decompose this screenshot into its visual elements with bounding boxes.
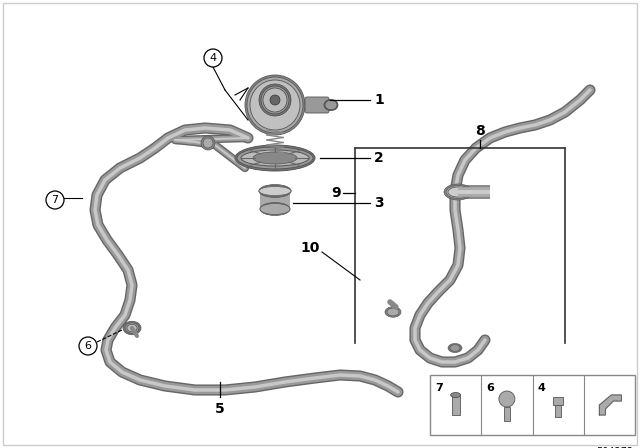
Ellipse shape	[324, 99, 338, 111]
Circle shape	[263, 88, 287, 112]
Bar	[430, 375, 635, 435]
Bar	[504, 407, 510, 421]
Text: 2: 2	[374, 151, 384, 165]
Ellipse shape	[260, 203, 290, 215]
Ellipse shape	[127, 324, 137, 332]
Bar	[555, 405, 561, 417]
Circle shape	[245, 75, 305, 135]
Text: 10: 10	[301, 241, 320, 255]
Ellipse shape	[253, 152, 297, 164]
Ellipse shape	[448, 187, 468, 197]
Circle shape	[250, 80, 300, 130]
Polygon shape	[600, 395, 621, 415]
Text: 6: 6	[84, 341, 92, 351]
Ellipse shape	[123, 321, 141, 335]
Text: 3: 3	[374, 196, 383, 210]
Ellipse shape	[387, 308, 399, 316]
Ellipse shape	[444, 184, 472, 200]
Ellipse shape	[259, 185, 291, 198]
Ellipse shape	[235, 145, 315, 171]
Bar	[260, 191, 290, 209]
Circle shape	[499, 391, 515, 407]
Ellipse shape	[125, 323, 139, 333]
Ellipse shape	[451, 392, 461, 397]
Circle shape	[247, 77, 303, 133]
Ellipse shape	[237, 147, 313, 169]
Text: 6: 6	[486, 383, 494, 393]
Text: 5: 5	[215, 402, 225, 416]
Circle shape	[201, 136, 215, 150]
Bar	[452, 395, 460, 415]
Ellipse shape	[385, 307, 401, 317]
Text: 4: 4	[538, 383, 545, 393]
Ellipse shape	[241, 150, 309, 166]
Circle shape	[261, 86, 289, 114]
Text: 4: 4	[209, 53, 216, 63]
Ellipse shape	[259, 185, 291, 197]
Circle shape	[204, 49, 222, 67]
Text: 7: 7	[435, 383, 443, 393]
Circle shape	[259, 84, 291, 116]
Ellipse shape	[259, 186, 291, 195]
Text: 1: 1	[374, 93, 384, 107]
Circle shape	[203, 138, 213, 148]
FancyBboxPatch shape	[305, 97, 329, 113]
Text: 9: 9	[332, 186, 341, 200]
Ellipse shape	[260, 202, 290, 215]
Text: 7: 7	[51, 195, 59, 205]
Ellipse shape	[448, 344, 462, 353]
Circle shape	[270, 95, 280, 105]
Ellipse shape	[325, 100, 337, 110]
Text: 504272: 504272	[596, 447, 633, 448]
Circle shape	[46, 191, 64, 209]
Ellipse shape	[450, 345, 460, 351]
Text: 8: 8	[475, 124, 485, 138]
Ellipse shape	[446, 185, 470, 198]
Circle shape	[79, 337, 97, 355]
Bar	[553, 397, 563, 405]
